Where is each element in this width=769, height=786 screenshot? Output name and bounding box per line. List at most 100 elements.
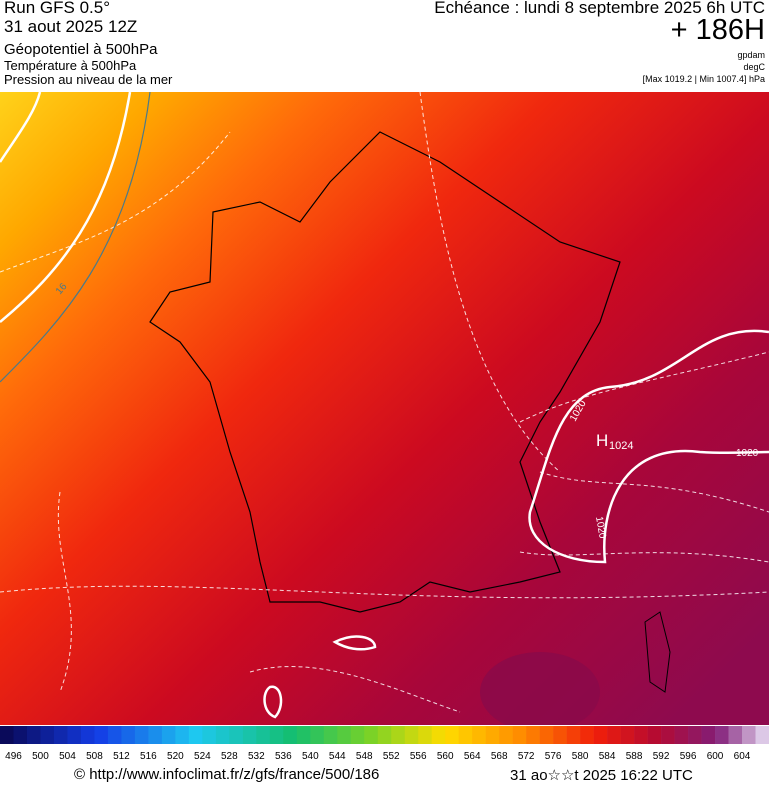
scale-cell [40,726,55,744]
scale-cell [512,726,527,744]
scale-label: 536 [275,751,292,762]
scale-cell [445,726,460,744]
scale-cell [526,726,540,744]
scale-cell [80,726,95,744]
field-blob [480,652,600,725]
scale-label: 516 [140,751,157,762]
scale-cell [107,726,122,744]
scale-cell [175,726,190,744]
scale-cell [499,726,513,744]
scale-label: 604 [734,751,751,762]
isobar [0,92,42,163]
scale-cell [634,726,648,744]
scale-cell [242,726,257,744]
scale-label: 544 [329,751,346,762]
scale-label: 520 [167,751,184,762]
scale-cell [229,726,244,744]
contour-label: 1020 [736,448,759,459]
scale-label: 588 [626,751,643,762]
scale-cell [121,726,136,744]
scale-cell [148,726,163,744]
pressure-range: [Max 1019.2 | Min 1007.4] hPa [642,74,765,84]
scale-cell [418,726,433,744]
scale-label: 504 [59,751,76,762]
scale-label: 568 [491,751,508,762]
scale-cell [202,726,217,744]
scale-cell [134,726,149,744]
scale-cell [674,726,689,744]
scale-cell [215,726,230,744]
geopotential-field [0,92,769,725]
valid-time: Echéance : lundi 8 septembre 2025 6h UTC [434,0,765,17]
scale-label: 580 [572,751,589,762]
scale-cell [701,726,716,744]
scale-label: 560 [437,751,454,762]
scale-cell [256,726,271,744]
scale-cell [404,726,419,744]
scale-cell [593,726,608,744]
field-label: Pression au niveau de la mer [4,72,173,87]
scale-label: 540 [302,751,319,762]
field-label: Géopotentiel à 500hPa [4,41,158,58]
scale-label: 552 [383,751,400,762]
scale-cell [715,726,729,744]
scale-label: 584 [599,751,616,762]
scale-cell [458,726,473,744]
unit: degC [743,62,765,72]
scale-cell [431,726,446,744]
isobar [263,685,283,719]
scale-cell [350,726,365,744]
scale-label: 548 [356,751,373,762]
isobar [0,92,132,323]
scale-cell [364,726,379,744]
scale-label: 556 [410,751,427,762]
scale-cell [661,726,675,744]
isobar [528,329,769,564]
temperature-contours [0,92,769,713]
scale-label: 532 [248,751,265,762]
scale-label: 512 [113,751,130,762]
scale-label: 500 [32,751,49,762]
scale-cell [26,726,41,744]
footer-url: © http://www.infoclimat.fr/z/gfs/france/… [74,766,380,783]
scale-cell [539,726,554,744]
scale-cell [728,726,743,744]
scale-cell [53,726,68,744]
scale-cell [607,726,621,744]
scale-cell [580,726,594,744]
scale-cell [485,726,500,744]
scale-cell [13,726,28,744]
corsica-outline [644,611,671,693]
run-title: Run GFS 0.5° [4,0,111,17]
unit: gpdam [737,50,765,60]
scale-cell [0,726,14,744]
scale-cell [391,726,406,744]
scale-cell [553,726,567,744]
high-value: 1024 [609,440,633,452]
scale-cell [755,726,769,744]
scale-label: 576 [545,751,562,762]
scale-cell [377,726,392,744]
scale-label: 592 [653,751,670,762]
scale-cell [296,726,311,744]
scale-cell [323,726,338,744]
isobar [332,635,377,651]
scale-label: 564 [464,751,481,762]
scale-label: 524 [194,751,211,762]
scale-cell [472,726,486,744]
scale-cell [566,726,581,744]
scale-cell [283,726,298,744]
footer-timestamp: 31 ao☆☆t 2025 16:22 UTC [510,767,693,784]
scale-label: 572 [518,751,535,762]
scale-cell [269,726,284,744]
scale-cell [620,726,635,744]
temperature-line [0,92,151,383]
map: 16 1020 H 1024 1020 1020 [0,92,769,725]
scale-cell [742,726,756,744]
run-date: 31 aout 2025 12Z [4,17,138,36]
scale-cell [337,726,352,744]
scale-label: 600 [707,751,724,762]
high-marker: H [596,431,608,450]
contour-label: 1020 [593,516,608,540]
